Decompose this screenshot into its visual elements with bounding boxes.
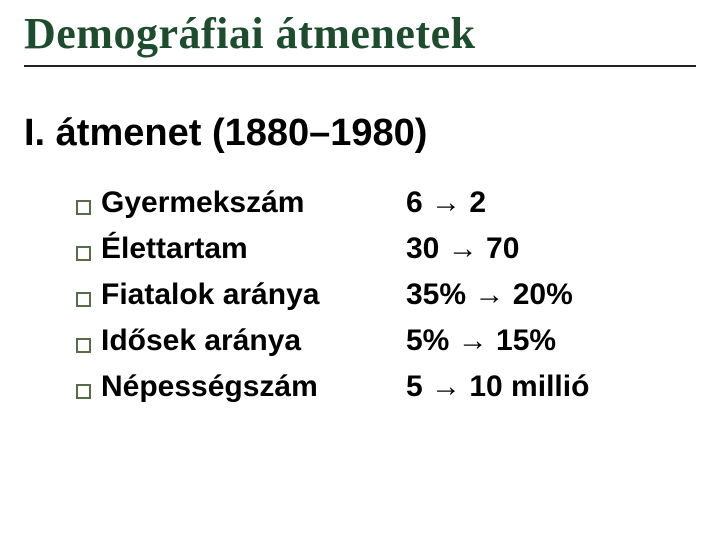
item-label: Idősek aránya [101, 324, 406, 358]
slide-subtitle: I. átmenet (1880–1980) [24, 112, 427, 155]
item-list: Gyermekszám 6 → 2 Élettartam 30 → 70 Fia… [76, 186, 676, 416]
square-bullet-icon [76, 292, 91, 307]
square-bullet-icon [76, 246, 91, 261]
list-item: Gyermekszám 6 → 2 [76, 186, 676, 220]
square-bullet-icon [76, 384, 91, 399]
item-value: 5 → 10 millió [406, 370, 589, 404]
list-item: Népességszám 5 → 10 millió [76, 370, 676, 404]
item-label: Gyermekszám [101, 186, 406, 220]
slide-title: Demográfiai átmenetek [24, 8, 696, 59]
item-value: 35% → 20% [406, 278, 573, 312]
item-value: 6 → 2 [406, 186, 486, 220]
square-bullet-icon [76, 200, 91, 215]
list-item: Idősek aránya 5% → 15% [76, 324, 676, 358]
slide: Demográfiai átmenetek I. átmenet (1880–1… [0, 0, 720, 540]
list-item: Fiatalok aránya 35% → 20% [76, 278, 676, 312]
item-label: Népességszám [101, 370, 406, 404]
item-value: 30 → 70 [406, 232, 519, 266]
item-value: 5% → 15% [406, 324, 556, 358]
item-label: Fiatalok aránya [101, 278, 406, 312]
square-bullet-icon [76, 338, 91, 353]
list-item: Élettartam 30 → 70 [76, 232, 676, 266]
title-block: Demográfiai átmenetek [24, 8, 696, 67]
item-label: Élettartam [101, 232, 406, 266]
title-underline [24, 65, 696, 67]
